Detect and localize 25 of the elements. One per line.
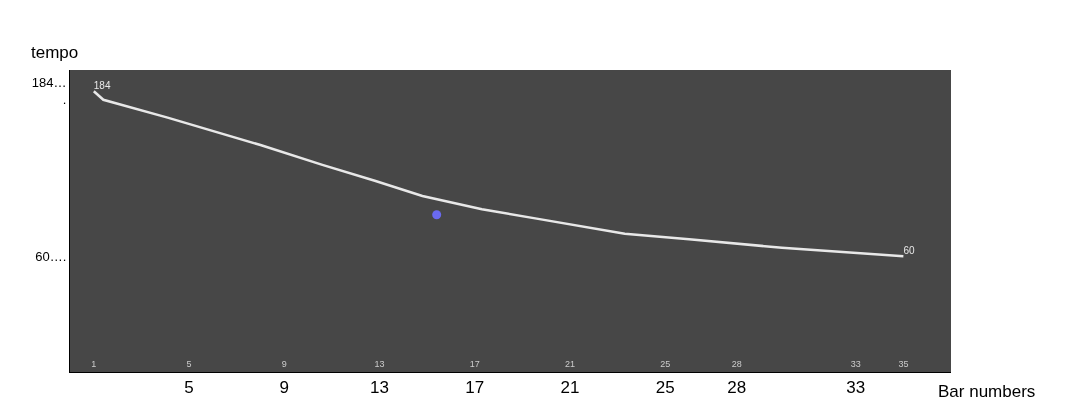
x2-tick-label: 21: [565, 359, 576, 370]
x-tick-label: 13: [370, 378, 389, 398]
x2-tick-label: 9: [281, 359, 287, 370]
x-tick-label: 17: [465, 378, 485, 398]
y-tick-label: 60….: [35, 248, 67, 264]
x-tick-label: 25: [655, 378, 675, 398]
x-axis-title: Bar numbers: [938, 382, 1036, 401]
x2-tick-label: 1: [91, 359, 97, 370]
x-tick-label: 5: [184, 378, 194, 398]
x2-tick-label: 35: [898, 359, 909, 370]
x2-tick-label: 13: [374, 359, 385, 370]
x2-tick-label: 5: [186, 359, 192, 370]
y-tick-label: 184… .: [31, 75, 67, 108]
x2-tick-label: 33: [850, 359, 861, 370]
data-label: 184: [93, 79, 111, 91]
x-tick-label: 28: [727, 378, 747, 398]
x-tick-label: 21: [560, 378, 580, 398]
x2-tick-label: 25: [660, 359, 671, 370]
data-label: 60: [903, 244, 915, 256]
y-axis-title: tempo: [31, 43, 79, 62]
x2-tick-label: 28: [731, 359, 742, 370]
x-tick-label: 33: [846, 378, 866, 398]
x2-tick-label: 17: [469, 359, 480, 370]
line-series: [92, 90, 905, 258]
x-tick-label: 9: [279, 378, 290, 398]
